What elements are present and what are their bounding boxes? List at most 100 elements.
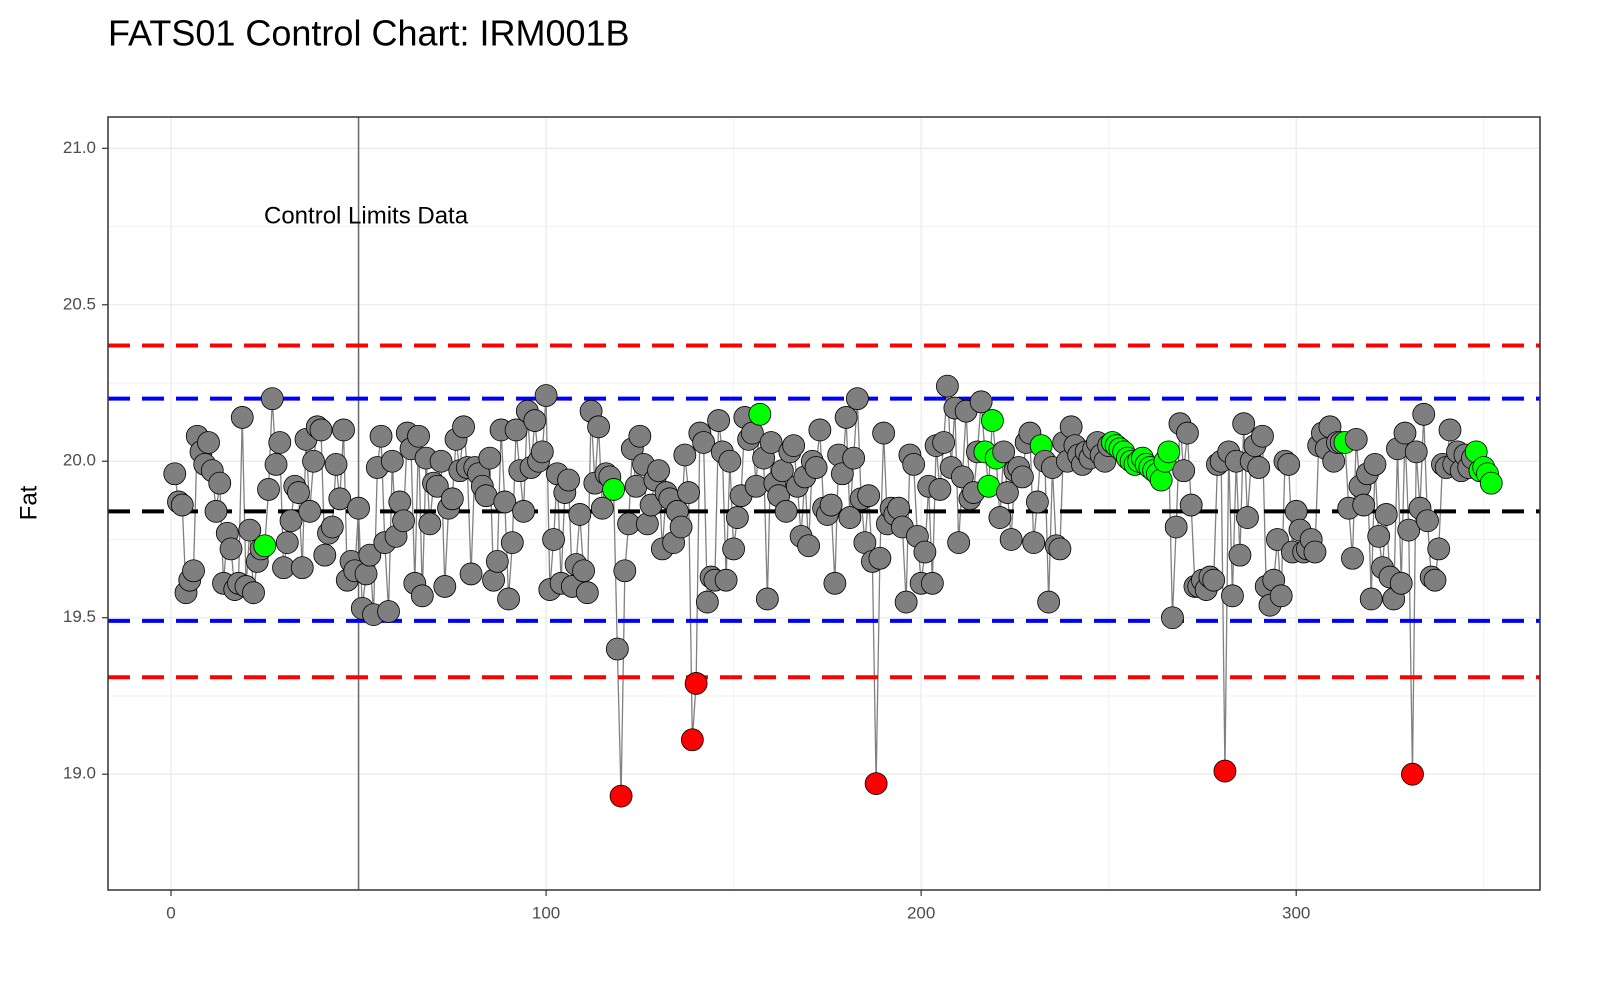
data-point (1149, 468, 1173, 492)
data-point (407, 424, 430, 448)
y-tick-label: 20.5 (63, 294, 96, 313)
data-point (1221, 584, 1244, 608)
data-point (590, 496, 614, 520)
data-point (534, 384, 558, 407)
data-point (358, 543, 382, 567)
x-tick-label: 200 (907, 903, 935, 922)
data-point (204, 499, 228, 523)
data-point (1397, 518, 1421, 542)
data-point (1352, 493, 1376, 517)
data-point (380, 449, 404, 473)
data-point (1367, 524, 1391, 548)
data-point (320, 515, 344, 539)
data-point (677, 481, 701, 504)
data-point (819, 493, 843, 517)
data-point (981, 409, 1004, 432)
data-point (1251, 424, 1274, 448)
data-point (347, 496, 370, 520)
data-point (182, 559, 205, 583)
data-point (628, 424, 652, 448)
data-point (1048, 537, 1072, 561)
data-point (1172, 459, 1196, 483)
data-point (1412, 402, 1436, 426)
data-point (410, 584, 434, 608)
data-point (1479, 471, 1503, 495)
data-point (440, 487, 464, 511)
data-point (1157, 440, 1181, 464)
data-point (287, 481, 310, 504)
data-point (512, 499, 535, 523)
data-point (1277, 452, 1301, 476)
data-point (647, 459, 670, 483)
data-point (1427, 537, 1451, 561)
data-point (759, 431, 783, 454)
data-point (1401, 762, 1424, 786)
data-point (1037, 590, 1061, 614)
annotation: Control Limits Data (264, 202, 469, 229)
data-point (264, 452, 288, 476)
data-point (332, 418, 355, 442)
data-point (1202, 568, 1226, 592)
data-point (950, 465, 974, 489)
data-point (298, 499, 322, 523)
data-point (290, 556, 314, 580)
data-point (695, 590, 719, 614)
data-point (354, 562, 378, 586)
data-point (1416, 509, 1439, 533)
data-point (902, 452, 926, 476)
data-point (887, 496, 911, 520)
data-point (864, 772, 888, 795)
data-point (485, 549, 509, 573)
data-point (725, 506, 749, 529)
chart-title: FATS01 Control Chart: IRM001B (108, 13, 630, 54)
y-tick-label: 21.0 (63, 138, 96, 157)
data-point (504, 418, 528, 442)
data-point (1026, 490, 1049, 514)
data-point (996, 481, 1019, 504)
data-point (328, 487, 352, 511)
data-point (279, 509, 303, 533)
data-point (523, 409, 547, 432)
data-point (1344, 427, 1368, 451)
data-point (377, 600, 400, 623)
data-point (572, 559, 595, 583)
data-point (1393, 421, 1417, 445)
data-point (605, 637, 629, 661)
data-point (497, 587, 520, 611)
data-point (988, 506, 1012, 529)
data-point (928, 478, 952, 501)
data-point (635, 512, 659, 536)
data-point (253, 534, 277, 558)
data-point (992, 440, 1016, 464)
data-point (1284, 499, 1308, 523)
data-point (170, 493, 194, 517)
data-point (429, 449, 453, 473)
data-point (557, 468, 580, 492)
data-point (257, 478, 280, 501)
data-point (1011, 465, 1034, 489)
data-point (1359, 587, 1383, 611)
data-point (1363, 452, 1387, 476)
y-tick-label: 19.0 (63, 764, 96, 783)
data-point (808, 418, 832, 442)
data-point (260, 387, 284, 411)
data-point (744, 474, 768, 498)
data-point (797, 534, 821, 558)
data-point (1423, 568, 1447, 592)
data-point (478, 446, 502, 470)
data-point (1303, 540, 1327, 564)
data-point (1022, 531, 1046, 555)
data-point (920, 571, 944, 595)
data-point (932, 431, 956, 454)
data-point (1232, 412, 1256, 436)
data-point (1389, 571, 1413, 595)
data-point (894, 590, 918, 614)
data-point (673, 443, 697, 467)
data-point (872, 421, 896, 445)
data-point (722, 537, 746, 561)
x-tick-label: 300 (1282, 903, 1310, 922)
data-point (714, 568, 738, 592)
data-point (857, 484, 881, 508)
data-point (804, 456, 828, 479)
